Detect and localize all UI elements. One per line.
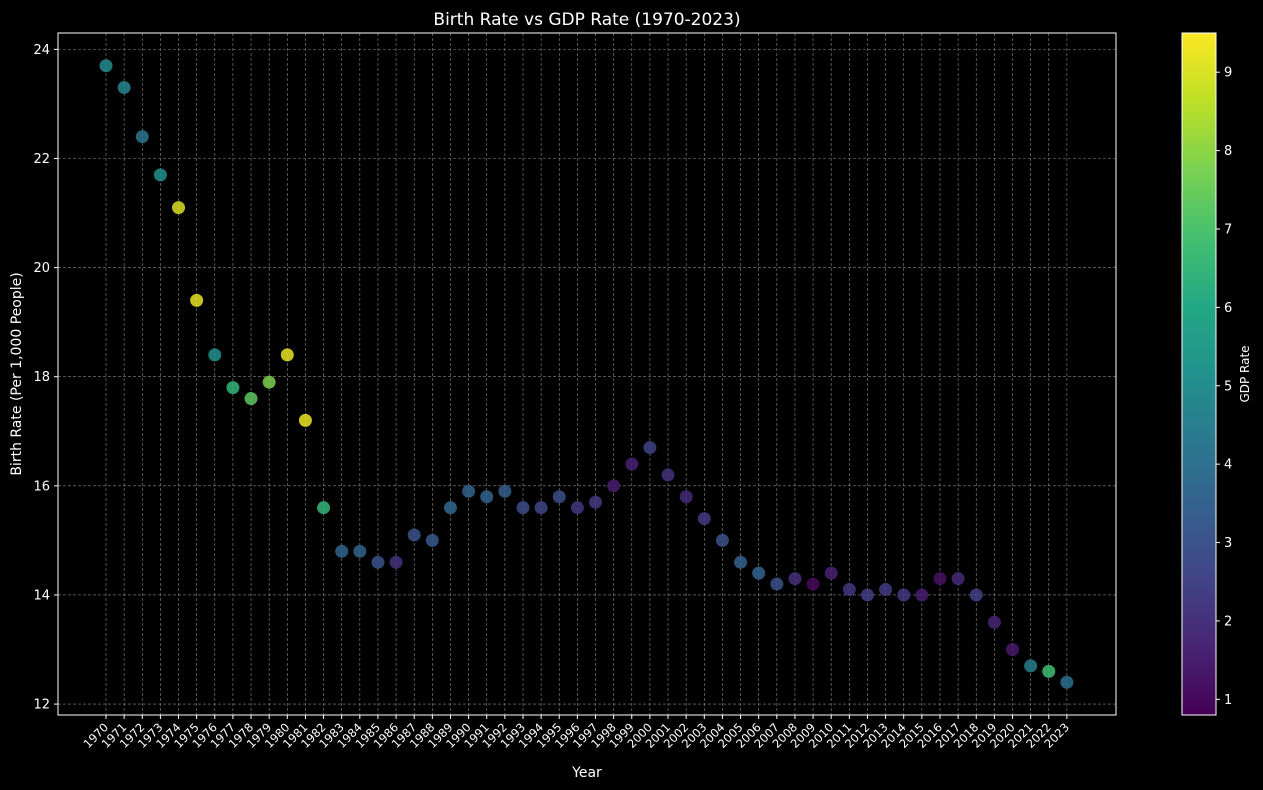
y-tick-label: 22 [33,152,50,167]
x-axis: 1970197119721973197419751976197719781979… [81,715,1072,751]
data-point [117,81,131,95]
data-point [534,501,548,515]
y-tick-label: 16 [33,479,50,494]
data-point [498,484,512,498]
data-point [480,490,494,504]
data-point [607,479,621,493]
data-point [915,588,929,602]
data-point [969,588,983,602]
data-point [788,572,802,586]
data-point [516,501,530,515]
y-tick-label: 12 [33,698,50,713]
data-points [99,59,1074,689]
data-point [770,577,784,591]
data-point [1006,643,1019,657]
data-point [389,555,403,569]
data-point [172,201,186,215]
data-point [643,441,657,455]
data-point [262,375,276,389]
data-point [99,59,113,73]
y-axis-label: Birth Rate (Per 1,000 People) [9,272,25,475]
x-axis-label: Year [571,765,602,781]
data-point [987,615,1001,629]
data-point [335,544,349,558]
data-point [806,577,820,591]
data-point [371,555,385,569]
colorbar-tick-label: 4 [1224,458,1232,473]
data-point [244,392,258,406]
data-point [752,566,766,580]
y-tick-label: 14 [33,588,50,603]
data-point [135,130,149,144]
colorbar-label: GDP Rate [1238,345,1252,402]
y-tick-label: 18 [33,370,50,385]
data-point [208,348,222,362]
colorbar-tick-label: 1 [1224,693,1232,708]
y-tick-label: 24 [33,43,50,58]
data-point [625,457,639,471]
chart-title: Birth Rate vs GDP Rate (1970-2023) [433,10,740,30]
data-point [679,490,693,504]
data-point [860,588,874,602]
data-point [280,348,294,362]
data-point [353,544,367,558]
data-point [951,572,965,586]
colorbar-tick-label: 3 [1224,536,1232,551]
y-axis: 12 14 16 18 20 22 24 [33,43,58,713]
colorbar-ticks: 1 2 3 4 5 6 7 8 9 [1216,66,1232,708]
data-point [715,533,729,547]
data-point [897,588,911,602]
data-point [589,495,603,509]
data-point [661,468,675,482]
y-tick-label: 20 [33,261,50,276]
data-point [298,413,312,427]
data-point [824,566,838,580]
data-point [425,533,439,547]
data-point [153,168,167,182]
data-point [697,512,711,526]
data-point [552,490,566,504]
colorbar-tick-label: 8 [1224,144,1232,159]
colorbar-tick-label: 7 [1224,222,1232,237]
data-point [570,501,584,515]
data-point [226,381,240,395]
data-point [1042,664,1056,678]
data-point [443,501,457,515]
data-point [879,583,893,597]
grid-lines [58,33,1116,715]
colorbar-tick-label: 9 [1224,66,1232,81]
colorbar-tick-label: 6 [1224,301,1232,316]
plot-frame [57,32,1117,716]
colorbar-tick-label: 5 [1224,379,1232,394]
colorbar: 1 2 3 4 5 6 7 8 9 GDP Rate [1181,32,1252,716]
data-point [317,501,331,515]
data-point [842,583,856,597]
colorbar-tick-label: 2 [1224,614,1232,629]
data-point [190,293,204,307]
colorbar-gradient [1181,32,1217,716]
data-point [1060,675,1074,689]
data-point [933,572,947,586]
data-point [734,555,748,569]
data-point [1024,659,1038,673]
data-point [462,484,476,498]
data-point [407,528,421,542]
